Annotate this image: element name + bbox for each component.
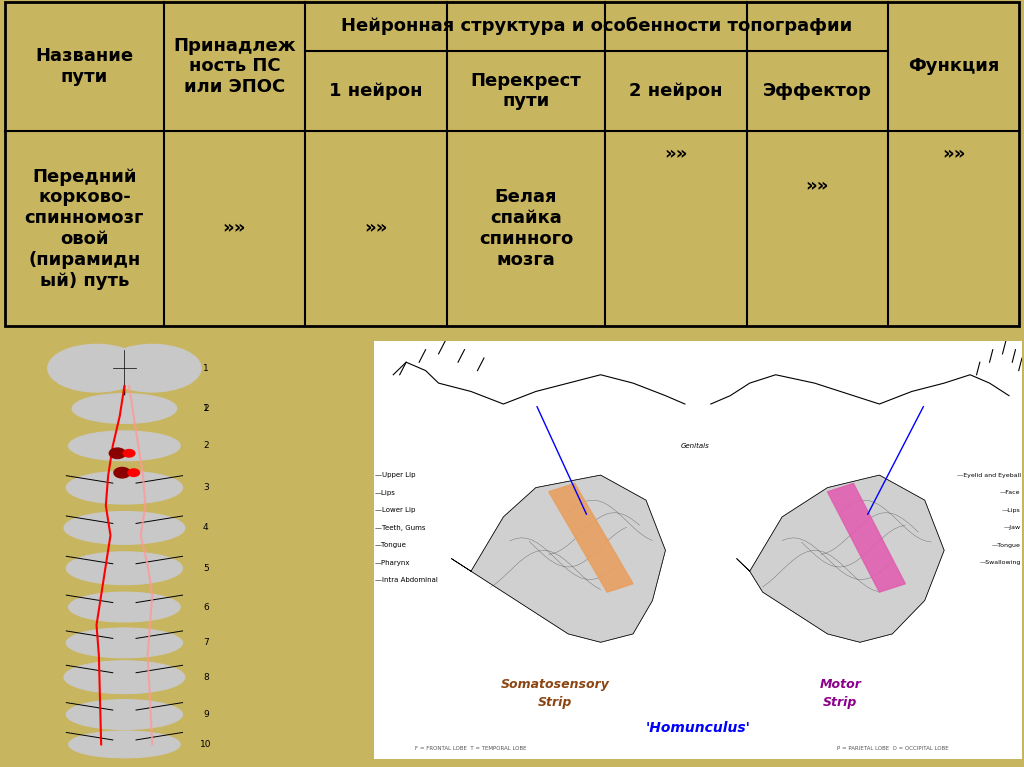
Text: Функция: Функция [908,58,999,75]
Ellipse shape [69,731,180,758]
Text: »»: »» [806,177,829,195]
Text: 6: 6 [203,603,209,611]
Text: —Intra Abdominal: —Intra Abdominal [375,578,438,584]
Text: —Eyelid and Eyeball: —Eyelid and Eyeball [956,472,1021,478]
Text: 9: 9 [203,710,209,719]
Text: Motor: Motor [819,677,861,690]
Text: —Tongue: —Tongue [375,542,407,548]
Ellipse shape [69,592,180,622]
Polygon shape [827,483,905,592]
Text: Название
пути: Название пути [36,47,133,86]
Ellipse shape [72,393,177,423]
Ellipse shape [67,700,182,729]
Text: »»: »» [222,219,246,238]
Text: 2 нейрон: 2 нейрон [629,82,723,100]
Text: Принадлеж
ность ПС
или ЭПОС: Принадлеж ность ПС или ЭПОС [173,37,296,96]
Text: 3: 3 [203,483,209,492]
Text: 1: 1 [203,364,209,373]
Polygon shape [549,483,633,592]
Bar [5,2,1019,326]
Text: —Pharynx: —Pharynx [375,560,411,566]
Ellipse shape [63,661,185,693]
Text: —Upper Lip: —Upper Lip [375,472,416,478]
Text: 10: 10 [200,740,212,749]
Circle shape [110,448,126,459]
Text: —Lips: —Lips [1001,508,1021,512]
Text: »»: »» [365,219,388,238]
Text: Нейронная структура и особенности топографии: Нейронная структура и особенности топогр… [341,17,852,35]
Text: Genitals: Genitals [680,443,709,449]
Text: Передний
корково-
спинномозг
овой
(пирамидн
ый) путь: Передний корково- спинномозг овой (пирам… [25,168,144,290]
Text: »»: »» [942,146,966,163]
Ellipse shape [67,551,182,584]
Text: 8: 8 [203,673,209,682]
Text: 1 нейрон: 1 нейрон [329,82,423,100]
Text: 4: 4 [203,523,209,532]
Ellipse shape [69,431,180,461]
Text: P = PARIETAL LOBE  O = OCCIPITAL LOBE: P = PARIETAL LOBE O = OCCIPITAL LOBE [837,746,948,752]
Text: —Face: —Face [1000,490,1021,495]
Text: »»: »» [665,146,688,163]
Ellipse shape [103,344,201,392]
Ellipse shape [67,471,182,504]
Text: 7: 7 [203,638,209,647]
Text: Перекрест
пути: Перекрест пути [471,71,582,110]
Text: F = FRONTAL LOBE  T = TEMPORAL LOBE: F = FRONTAL LOBE T = TEMPORAL LOBE [416,746,526,752]
Circle shape [114,467,130,478]
Text: 'Homunculus': 'Homunculus' [645,721,751,735]
Text: 2: 2 [203,404,209,413]
Text: Somatosensory: Somatosensory [501,677,609,690]
Text: Эффектор: Эффектор [763,82,871,100]
Text: —Tongue: —Tongue [992,543,1021,548]
Polygon shape [736,475,944,642]
Ellipse shape [48,344,145,392]
Circle shape [123,449,135,457]
Text: 5: 5 [203,564,209,573]
Polygon shape [452,475,666,642]
Ellipse shape [67,628,182,658]
Text: —Swallowing: —Swallowing [979,561,1021,565]
Text: Белая
спайка
спинного
мозга: Белая спайка спинного мозга [479,189,573,269]
Text: —Teeth, Gums: —Teeth, Gums [375,525,426,531]
Circle shape [128,469,139,476]
Text: 1: 1 [203,404,209,413]
Ellipse shape [63,512,185,545]
Text: —Lips: —Lips [375,489,396,495]
Text: 2: 2 [203,441,209,450]
Text: Strip: Strip [538,696,572,709]
Text: Strip: Strip [823,696,858,709]
Text: —Lower Lip: —Lower Lip [375,507,416,513]
Text: —Jaw: —Jaw [1004,525,1021,530]
